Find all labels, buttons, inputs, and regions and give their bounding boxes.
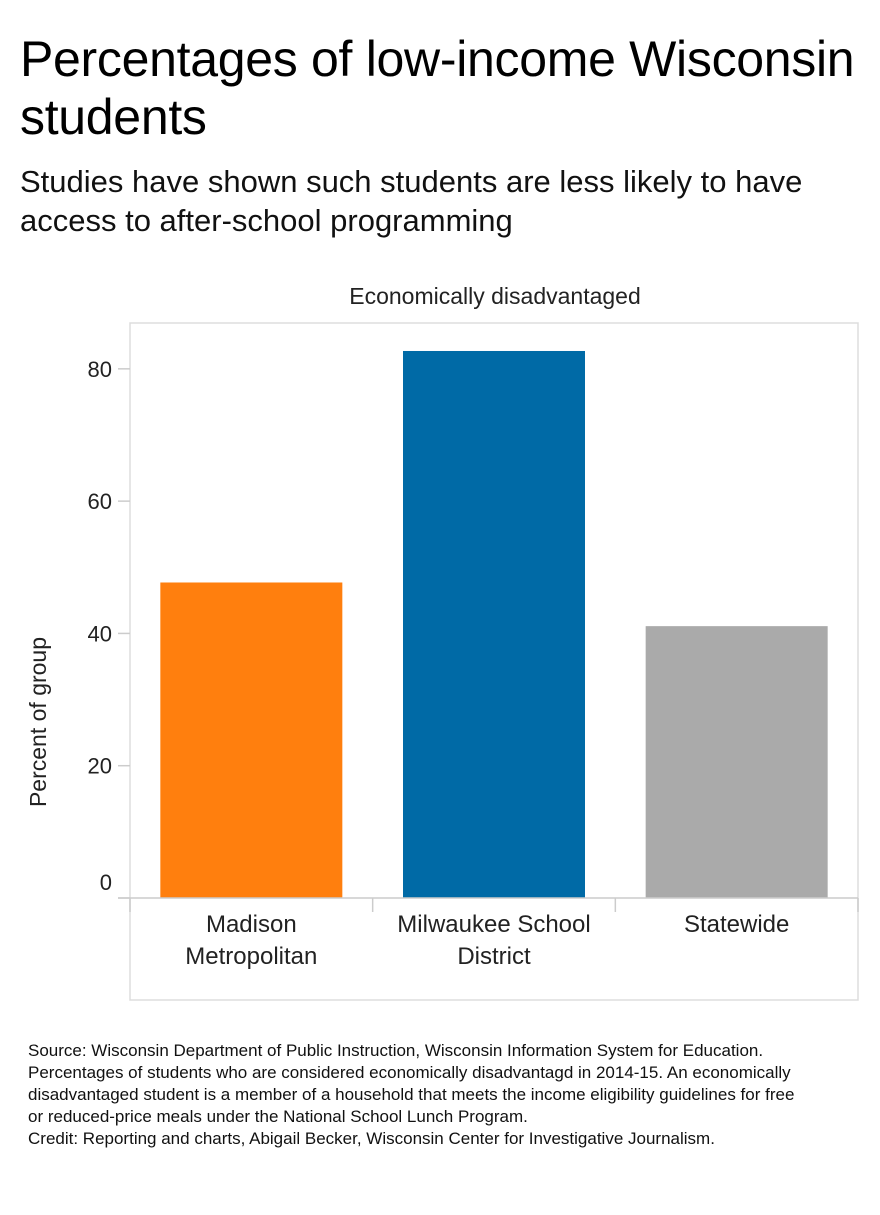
bar bbox=[160, 582, 343, 898]
credit-note: Credit: Reporting and charts, Abigail Be… bbox=[28, 1129, 715, 1148]
y-tick-label: 40 bbox=[88, 621, 112, 646]
bar-chart: Economically disadvantaged 0 20 40 60 80 Mad… bbox=[25, 283, 859, 1001]
plot-area bbox=[129, 322, 859, 1001]
bar bbox=[645, 626, 828, 898]
x-tick-label: Statewide bbox=[684, 911, 789, 938]
y-axis-title: Percent of group bbox=[25, 637, 51, 807]
y-axis: 0 20 40 60 80 bbox=[88, 357, 130, 899]
facet-title: Economically disadvantaged bbox=[349, 283, 641, 309]
y-tick-label: 60 bbox=[88, 489, 112, 514]
y-tick-label: 20 bbox=[88, 754, 112, 779]
footnote: Source: Wisconsin Department of Public I… bbox=[28, 1040, 808, 1150]
plot-frame bbox=[129, 322, 859, 1001]
source-note: Source: Wisconsin Department of Public I… bbox=[28, 1041, 795, 1126]
y-tick-label: 80 bbox=[88, 357, 112, 382]
x-axis: Madison Metropolitan Milwaukee School Distr… bbox=[118, 897, 859, 970]
chart-subtitle: Studies have shown such students are les… bbox=[20, 164, 803, 238]
y-tick-label: 0 bbox=[100, 870, 112, 895]
chart-title: Percentages of low-income Wisconsin stud… bbox=[20, 31, 855, 145]
bar bbox=[403, 350, 585, 898]
x-tick-label: Milwaukee School District bbox=[397, 911, 590, 970]
x-tick-label: Madison Metropolitan bbox=[185, 911, 317, 970]
